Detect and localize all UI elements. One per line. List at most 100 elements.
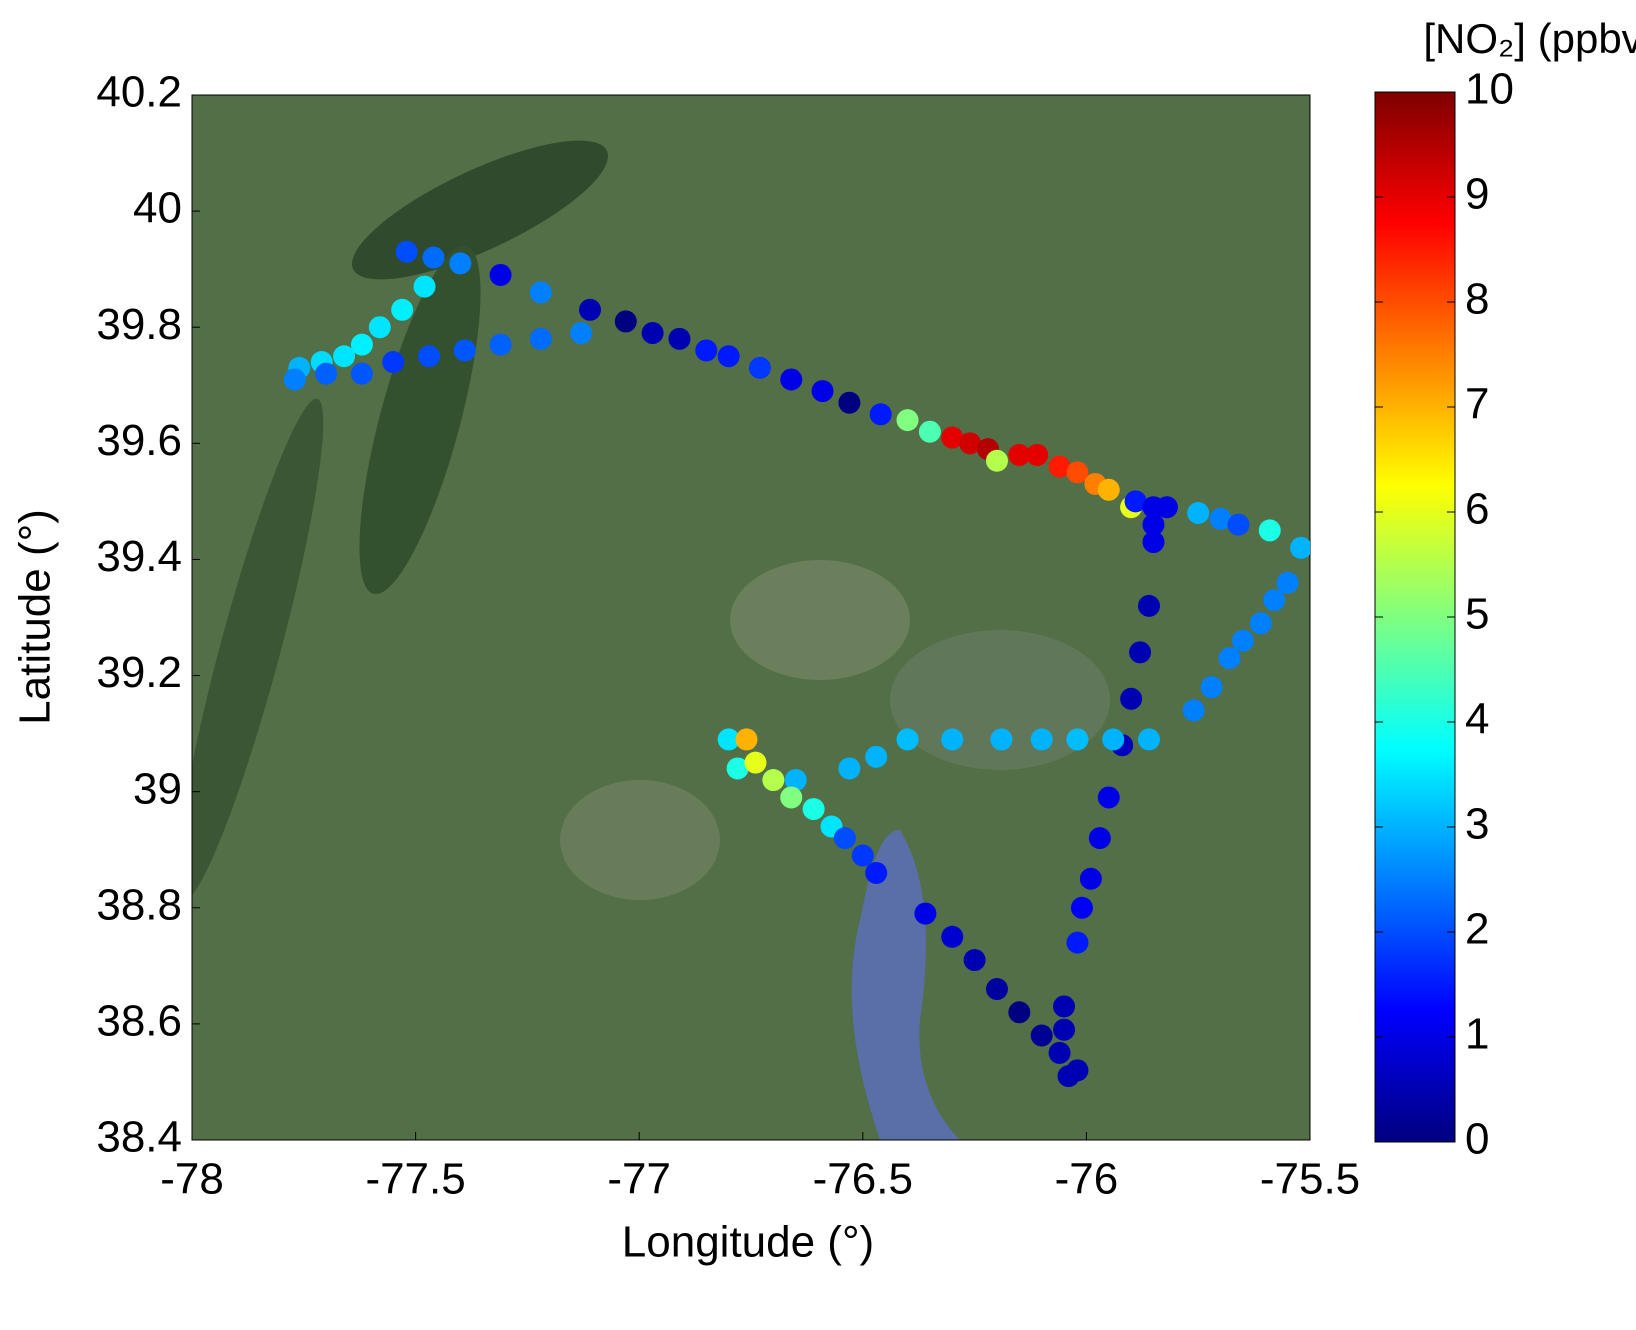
track-point [1290, 537, 1312, 559]
colorbar-tick-label: 3 [1465, 800, 1489, 849]
track-point [865, 746, 887, 768]
colorbar-tick-label: 7 [1465, 380, 1489, 429]
track-point [744, 752, 766, 774]
colorbar-tick-label: 2 [1465, 905, 1489, 954]
track-point [418, 345, 440, 367]
track-point [668, 328, 690, 350]
colorbar-label: [NO₂] (ppbv) [1423, 15, 1636, 62]
track-point [812, 380, 834, 402]
track-point [852, 845, 874, 867]
x-tick-label: -76.5 [813, 1155, 913, 1204]
track-point [315, 363, 337, 385]
track-point [1098, 479, 1120, 501]
colorbar-tick-label: 6 [1465, 485, 1489, 534]
track-point [914, 903, 936, 925]
track-point [1201, 676, 1223, 698]
track-point [1031, 1025, 1053, 1047]
x-tick-label: -77 [607, 1155, 671, 1204]
track-point [1219, 647, 1241, 669]
y-tick-label: 39.6 [96, 416, 182, 465]
track-point [1250, 612, 1272, 634]
track-point [870, 403, 892, 425]
colorbar-tick-label: 10 [1465, 65, 1514, 114]
track-point [990, 728, 1012, 750]
track-point [449, 252, 471, 274]
track-point [1008, 1001, 1030, 1023]
map-background [154, 95, 1310, 1140]
colorbar [1375, 92, 1455, 1142]
track-point [941, 728, 963, 750]
track-point [749, 357, 771, 379]
track-point [391, 299, 413, 321]
track-point [762, 769, 784, 791]
track-point [1053, 995, 1075, 1017]
track-point [780, 368, 802, 390]
y-axis-label: Latitude (°) [11, 509, 60, 725]
track-point [1031, 728, 1053, 750]
track-point [964, 949, 986, 971]
track-point [1066, 932, 1088, 954]
track-point [1026, 444, 1048, 466]
track-point [780, 786, 802, 808]
y-tick-label: 38.4 [96, 1113, 182, 1162]
track-point [1089, 827, 1111, 849]
track-point [333, 345, 355, 367]
track-point [351, 363, 373, 385]
track-point [1259, 519, 1281, 541]
x-tick-label: -77.5 [365, 1155, 465, 1204]
y-tick-label: 39.4 [96, 532, 182, 581]
track-point [1080, 868, 1102, 890]
y-tick-label: 39.8 [96, 300, 182, 349]
x-axis-label: Longitude (°) [622, 1218, 874, 1267]
track-point [1049, 1042, 1071, 1064]
y-tick-label: 38.6 [96, 997, 182, 1046]
track-point [1263, 589, 1285, 611]
track-point [986, 450, 1008, 472]
y-tick-label: 40.2 [96, 68, 182, 117]
track-point [1187, 502, 1209, 524]
track-point [1277, 572, 1299, 594]
track-point [941, 926, 963, 948]
track-point [382, 351, 404, 373]
colorbar-tick-label: 0 [1465, 1115, 1489, 1164]
track-point [579, 299, 601, 321]
x-tick-label: -75.5 [1260, 1155, 1360, 1204]
colorbar-tick-label: 5 [1465, 590, 1489, 639]
y-tick-label: 38.8 [96, 880, 182, 929]
track-point [1120, 688, 1142, 710]
track-point [1138, 728, 1160, 750]
track-point [1129, 641, 1151, 663]
track-point [1138, 595, 1160, 617]
track-point [1227, 514, 1249, 536]
track-point [1066, 1059, 1088, 1081]
track-point [1142, 531, 1164, 553]
colorbar-tick-label: 4 [1465, 695, 1489, 744]
x-tick-label: -78 [160, 1155, 224, 1204]
track-point [834, 827, 856, 849]
track-point [718, 345, 740, 367]
track-point [615, 310, 637, 332]
track-point [284, 368, 306, 390]
track-point [803, 798, 825, 820]
track-point [1098, 786, 1120, 808]
track-point [1183, 699, 1205, 721]
colorbar-tick-label: 8 [1465, 275, 1489, 324]
y-tick-label: 39.2 [96, 648, 182, 697]
track-point [422, 247, 444, 269]
track-point [530, 328, 552, 350]
track-point [986, 978, 1008, 1000]
track-point [396, 241, 418, 263]
colorbar-tick-label: 1 [1465, 1010, 1489, 1059]
track-point [490, 334, 512, 356]
track-point [1102, 728, 1124, 750]
track-point [838, 392, 860, 414]
chart: [NO₂] (ppbv) Longitude (°) Latitude (°) … [0, 0, 1636, 1325]
track-point [530, 281, 552, 303]
track-point [369, 316, 391, 338]
track-point [897, 728, 919, 750]
track-point [1071, 897, 1093, 919]
track-point [736, 728, 758, 750]
track-point [865, 862, 887, 884]
track-point [490, 264, 512, 286]
track-point [570, 322, 592, 344]
